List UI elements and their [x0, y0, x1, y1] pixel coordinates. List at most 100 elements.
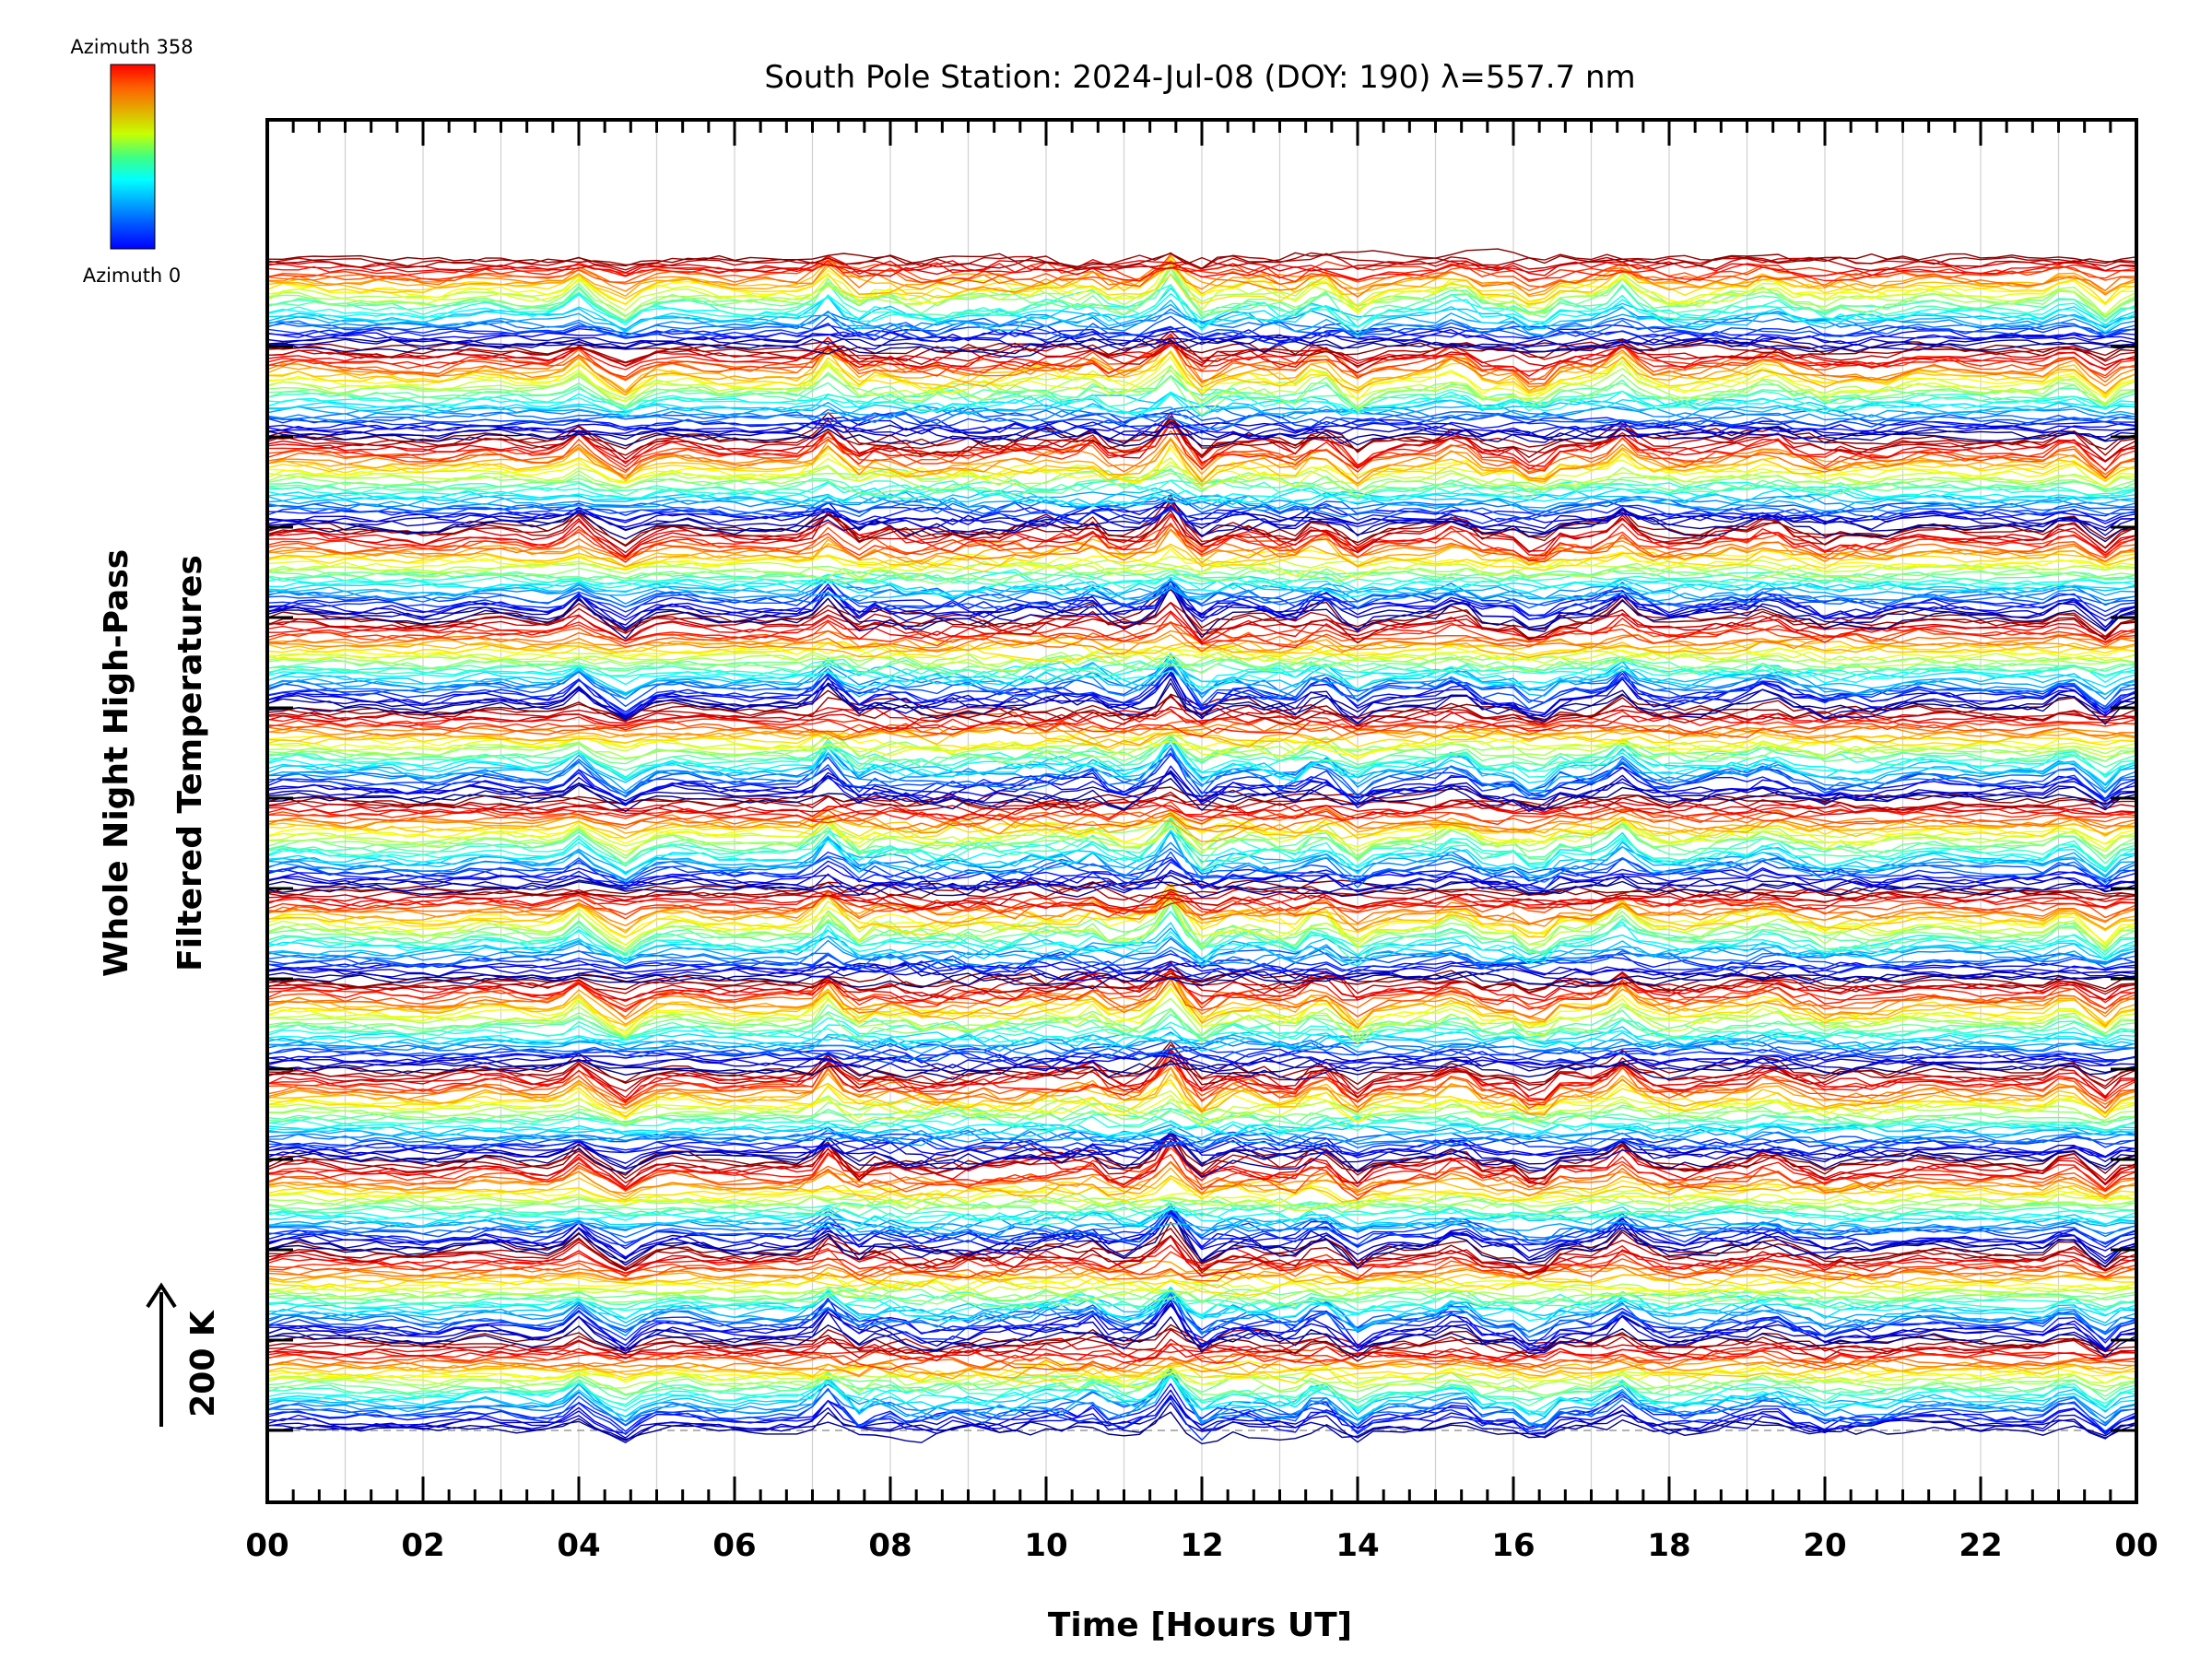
series-line	[267, 978, 2136, 1029]
series-line	[267, 654, 2136, 694]
x-tick-label: 00	[2114, 1527, 2158, 1564]
series-line	[267, 329, 2136, 348]
series-line	[267, 689, 2136, 723]
series-line	[267, 1389, 2136, 1439]
series-line	[267, 1274, 2136, 1296]
series-line	[267, 303, 2136, 339]
x-tick-label: 20	[1803, 1527, 1846, 1564]
series-line	[267, 437, 2136, 482]
series-line	[267, 890, 2136, 918]
series-line	[267, 1160, 2136, 1197]
series-line	[267, 1281, 2136, 1300]
series-line	[267, 1235, 2136, 1277]
series-line	[267, 267, 2136, 319]
series-line	[267, 682, 2136, 725]
x-tick-labels: 00 02 04 06 08 10 12 14 16 18 20 22 00	[245, 1527, 2158, 1564]
series-line	[267, 477, 2136, 503]
series-line	[267, 1292, 2136, 1318]
series-line	[267, 586, 2136, 622]
series-line	[267, 335, 2136, 355]
colorbar-max-label: Azimuth 358	[70, 36, 193, 58]
series-line	[267, 1198, 2136, 1218]
x-tick-label: 16	[1491, 1527, 1535, 1564]
series-line	[267, 351, 2136, 402]
series-line	[267, 1049, 2136, 1101]
x-tick-label: 22	[1959, 1527, 2002, 1564]
x-tick-label: 06	[712, 1527, 756, 1564]
series-line	[267, 528, 2136, 563]
series-line	[267, 1228, 2136, 1276]
series-line	[267, 1132, 2136, 1174]
series-line	[267, 324, 2136, 343]
series-line	[267, 897, 2136, 957]
series-line	[267, 271, 2136, 308]
x-tick-label: 10	[1024, 1527, 1067, 1564]
series-line	[267, 585, 2136, 644]
series-line	[267, 694, 2136, 726]
series-line	[267, 1207, 2136, 1232]
series-line	[267, 900, 2136, 949]
series-line	[267, 735, 2136, 781]
scale-label: 200 K	[184, 1310, 222, 1418]
series-line	[267, 809, 2136, 831]
series-line	[267, 390, 2136, 415]
series-line	[267, 1140, 2136, 1192]
series-line	[267, 406, 2136, 428]
chart-title: South Pole Station: 2024-Jul-08 (DOY: 19…	[764, 59, 1635, 96]
series-line	[267, 339, 2136, 366]
series-line	[267, 507, 2136, 547]
series-line	[267, 1287, 2136, 1334]
x-tick-label: 14	[1335, 1527, 1379, 1564]
series-line	[267, 951, 2136, 980]
series-line	[267, 1055, 2136, 1081]
series-line	[267, 481, 2136, 507]
y-axis-label-line2: Filtered Temperatures	[171, 555, 209, 971]
series-line	[267, 257, 2136, 312]
series-line	[267, 1209, 2136, 1258]
series-line	[267, 1327, 2136, 1360]
series-line	[267, 412, 2136, 434]
series-line	[267, 1133, 2136, 1180]
series-line	[267, 988, 2136, 1038]
series-line	[267, 1285, 2136, 1309]
series-line	[267, 505, 2136, 528]
series-line	[267, 968, 2136, 1011]
series-line	[267, 1124, 2136, 1147]
series-line	[267, 653, 2136, 676]
series-line	[267, 392, 2136, 418]
series-line	[267, 726, 2136, 748]
series-line	[267, 500, 2136, 524]
series-line	[267, 1147, 2136, 1196]
colorbar	[110, 64, 156, 250]
series-line	[267, 664, 2136, 715]
series-line	[267, 252, 2136, 270]
series-line	[267, 752, 2136, 800]
axes	[265, 118, 2138, 1504]
series-line	[267, 848, 2136, 888]
series-line	[267, 512, 2136, 557]
series-line	[267, 971, 2136, 990]
series-line	[267, 644, 2136, 668]
series-line	[267, 1364, 2136, 1385]
series-line	[267, 1279, 2136, 1301]
series-line	[267, 610, 2136, 644]
series-line	[267, 1133, 2136, 1185]
series-line	[267, 661, 2136, 698]
series-line	[267, 366, 2136, 412]
series-line	[267, 1214, 2136, 1270]
series-line	[267, 810, 2136, 845]
series-line	[267, 818, 2136, 852]
curves	[267, 248, 2136, 1445]
series-line	[267, 273, 2136, 323]
series-line	[267, 579, 2136, 608]
x-tick-label: 18	[1647, 1527, 1690, 1564]
series-line	[267, 1211, 2136, 1236]
series-line	[267, 553, 2136, 580]
series-line	[267, 602, 2136, 643]
series-line	[267, 922, 2136, 967]
series-line	[267, 1411, 2136, 1445]
series-line	[267, 405, 2136, 429]
series-line	[267, 733, 2136, 765]
series-line	[267, 1256, 2136, 1282]
series-line	[267, 362, 2136, 409]
